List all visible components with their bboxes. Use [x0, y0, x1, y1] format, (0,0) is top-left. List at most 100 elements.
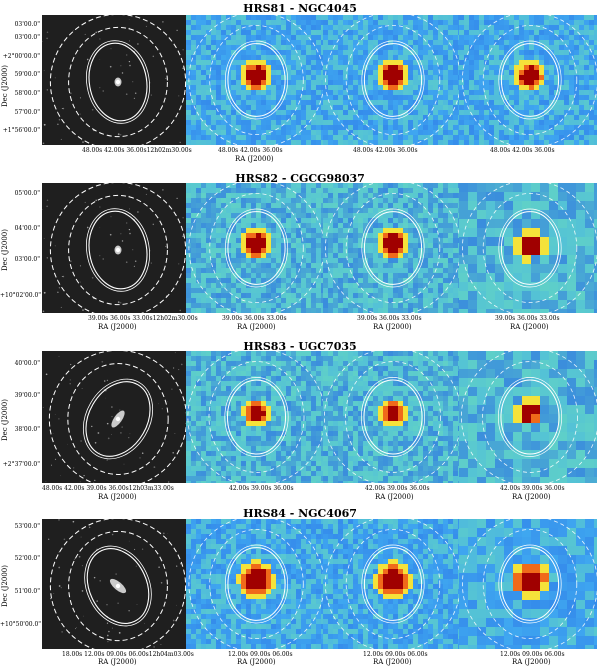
map-pixel: [338, 351, 343, 356]
map-pixel: [358, 135, 363, 140]
map-pixel: [201, 218, 206, 223]
background-star: [108, 438, 110, 440]
y-tick: +2°00'00.0": [0, 53, 40, 60]
map-pixel: [311, 293, 316, 298]
map-pixel: [373, 258, 378, 263]
map-pixel: [186, 298, 191, 303]
map-pixel: [448, 233, 453, 238]
map-pixel: [206, 376, 211, 381]
map-pixel: [373, 288, 378, 293]
map-pixel: [468, 255, 477, 264]
map-pixel: [306, 476, 311, 481]
map-pixel: [276, 35, 281, 40]
map-pixel: [474, 135, 479, 140]
map-pixel: [413, 303, 418, 308]
map-pixel: [338, 218, 343, 223]
map-pixel: [296, 198, 301, 203]
map-pixel: [241, 411, 246, 416]
map-pixel: [256, 80, 261, 85]
map-pixel: [423, 55, 428, 60]
map-pixel: [281, 376, 286, 381]
map-pixel: [261, 140, 266, 145]
map-pixel: [539, 135, 544, 140]
map-pixel: [231, 421, 236, 426]
map-pixel: [191, 288, 196, 293]
map-pixel: [403, 30, 408, 35]
map-pixel: [549, 60, 554, 65]
map-pixel: [333, 105, 338, 110]
map-pixel: [383, 218, 388, 223]
map-pixel: [323, 140, 328, 145]
map-pixel: [348, 140, 353, 145]
map-pixel: [353, 198, 358, 203]
map-pixel: [477, 282, 486, 291]
map-pixel: [418, 356, 423, 361]
map-pixel: [448, 263, 453, 268]
map-pixel: [448, 120, 453, 125]
map-pixel: [459, 201, 468, 210]
map-pixel: [266, 366, 271, 371]
map-pixel: [316, 356, 321, 361]
map-pixel: [459, 115, 464, 120]
map-pixel: [261, 55, 266, 60]
map-pixel: [216, 263, 221, 268]
map-pixel: [468, 264, 477, 273]
map-pixel: [428, 188, 433, 193]
map-pixel: [423, 50, 428, 55]
map-pixel: [453, 298, 458, 303]
map-pixel: [549, 25, 554, 30]
map-pixel: [368, 188, 373, 193]
map-pixel: [519, 70, 524, 75]
map-pixel: [323, 203, 328, 208]
map-pixel: [246, 90, 251, 95]
map-pixel: [286, 446, 291, 451]
map-pixel: [594, 135, 597, 140]
map-pixel: [306, 223, 311, 228]
map-pixel: [186, 381, 191, 386]
map-pixel: [196, 401, 201, 406]
map-pixel: [383, 183, 388, 188]
map-pixel: [494, 130, 499, 135]
map-pixel: [231, 115, 236, 120]
map-pixel: [574, 50, 579, 55]
map-pixel: [311, 476, 316, 481]
map-pixel: [428, 70, 433, 75]
map-pixel: [311, 308, 316, 313]
map-pixel: [211, 351, 216, 356]
map-pixel: [559, 140, 564, 145]
map-pixel: [554, 105, 559, 110]
map-pixel: [484, 80, 489, 85]
map-pixel: [403, 253, 408, 258]
map-pixel: [338, 80, 343, 85]
map-pixel: [438, 213, 443, 218]
map-pixel: [296, 80, 301, 85]
map-pixel: [584, 20, 589, 25]
map-pixel: [469, 115, 474, 120]
map-pixel: [433, 303, 438, 308]
map-pixel: [524, 140, 529, 145]
background-star: [80, 440, 81, 441]
map-pixel: [388, 60, 393, 65]
map-pixel: [594, 291, 597, 300]
map-pixel: [333, 70, 338, 75]
map-pixel: [353, 268, 358, 273]
map-pixel: [236, 20, 241, 25]
map-pixel: [494, 65, 499, 70]
map-pixel: [291, 228, 296, 233]
map-pixel: [301, 45, 306, 50]
map-pixel: [564, 15, 569, 20]
map-pixel: [241, 351, 246, 356]
map-pixel: [559, 60, 564, 65]
map-pixel: [494, 25, 499, 30]
map-pixel: [558, 309, 567, 313]
map-pixel: [469, 75, 474, 80]
map-pixel: [271, 258, 276, 263]
map-pixel: [201, 90, 206, 95]
map-pixel: [206, 248, 211, 253]
map-pixel: [489, 70, 494, 75]
map-pixel: [291, 50, 296, 55]
map-pixel: [328, 95, 333, 100]
map-pixel: [453, 75, 458, 80]
map-pixel: [316, 140, 321, 145]
map-pixel: [291, 125, 296, 130]
